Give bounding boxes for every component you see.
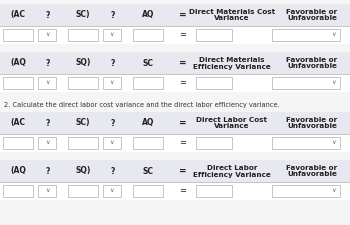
Text: (AC: (AC	[10, 11, 26, 20]
Text: ?: ?	[111, 58, 115, 68]
Text: Direct Materials
Efficiency Variance: Direct Materials Efficiency Variance	[193, 56, 271, 70]
Text: SQ): SQ)	[75, 58, 91, 68]
Text: ?: ?	[46, 58, 50, 68]
Text: ∨: ∨	[332, 81, 336, 86]
FancyBboxPatch shape	[196, 77, 232, 89]
FancyBboxPatch shape	[272, 185, 340, 197]
Text: Favorable or
Unfavorable: Favorable or Unfavorable	[286, 117, 337, 130]
FancyBboxPatch shape	[3, 185, 33, 197]
Text: ∨: ∨	[110, 189, 114, 194]
FancyBboxPatch shape	[196, 29, 232, 41]
Text: Direct Labor Cost
Variance: Direct Labor Cost Variance	[196, 117, 267, 130]
Text: ?: ?	[46, 11, 50, 20]
Text: =: =	[180, 79, 187, 88]
Text: ∨: ∨	[332, 32, 336, 38]
FancyBboxPatch shape	[0, 134, 350, 152]
FancyBboxPatch shape	[196, 185, 232, 197]
Text: ∨: ∨	[332, 140, 336, 146]
FancyBboxPatch shape	[38, 137, 56, 149]
FancyBboxPatch shape	[133, 185, 163, 197]
FancyBboxPatch shape	[133, 29, 163, 41]
FancyBboxPatch shape	[68, 185, 98, 197]
FancyBboxPatch shape	[0, 112, 350, 134]
Text: ∨: ∨	[45, 189, 49, 194]
Text: (AQ: (AQ	[10, 58, 26, 68]
FancyBboxPatch shape	[103, 77, 121, 89]
Text: ∨: ∨	[45, 140, 49, 146]
Text: ∨: ∨	[45, 81, 49, 86]
FancyBboxPatch shape	[38, 77, 56, 89]
FancyBboxPatch shape	[0, 4, 350, 26]
Text: (AC: (AC	[10, 119, 26, 128]
FancyBboxPatch shape	[196, 137, 232, 149]
Text: Favorable or
Unfavorable: Favorable or Unfavorable	[286, 164, 337, 178]
FancyBboxPatch shape	[38, 29, 56, 41]
Text: ∨: ∨	[110, 32, 114, 38]
Text: SC): SC)	[76, 11, 90, 20]
Text: ?: ?	[111, 119, 115, 128]
FancyBboxPatch shape	[0, 160, 350, 182]
FancyBboxPatch shape	[3, 77, 33, 89]
Text: ∨: ∨	[45, 32, 49, 38]
FancyBboxPatch shape	[272, 137, 340, 149]
Text: SQ): SQ)	[75, 166, 91, 176]
Text: Direct Labor
Efficiency Variance: Direct Labor Efficiency Variance	[193, 164, 271, 178]
Text: AQ: AQ	[142, 119, 154, 128]
Text: SC: SC	[142, 58, 154, 68]
Text: SC): SC)	[76, 119, 90, 128]
FancyBboxPatch shape	[68, 77, 98, 89]
FancyBboxPatch shape	[103, 185, 121, 197]
Text: =: =	[180, 187, 187, 196]
Text: 2. Calculate the direct labor cost variance and the direct labor efficiency vari: 2. Calculate the direct labor cost varia…	[4, 102, 280, 108]
Text: Favorable or
Unfavorable: Favorable or Unfavorable	[286, 56, 337, 70]
Text: =: =	[179, 11, 187, 20]
FancyBboxPatch shape	[0, 26, 350, 44]
FancyBboxPatch shape	[68, 29, 98, 41]
Text: =: =	[179, 58, 187, 68]
Text: ?: ?	[111, 166, 115, 176]
Text: Favorable or
Unfavorable: Favorable or Unfavorable	[286, 9, 337, 22]
Text: ∨: ∨	[332, 189, 336, 194]
Text: AQ: AQ	[142, 11, 154, 20]
Text: =: =	[179, 166, 187, 176]
FancyBboxPatch shape	[103, 29, 121, 41]
FancyBboxPatch shape	[272, 77, 340, 89]
FancyBboxPatch shape	[3, 137, 33, 149]
FancyBboxPatch shape	[272, 29, 340, 41]
FancyBboxPatch shape	[133, 137, 163, 149]
FancyBboxPatch shape	[38, 185, 56, 197]
Text: ?: ?	[46, 166, 50, 176]
Text: =: =	[180, 31, 187, 40]
FancyBboxPatch shape	[0, 182, 350, 200]
Text: ?: ?	[46, 119, 50, 128]
Text: =: =	[180, 139, 187, 148]
Text: SC: SC	[142, 166, 154, 176]
FancyBboxPatch shape	[133, 77, 163, 89]
FancyBboxPatch shape	[0, 52, 350, 74]
Text: Direct Materials Cost
Variance: Direct Materials Cost Variance	[189, 9, 275, 22]
FancyBboxPatch shape	[103, 137, 121, 149]
FancyBboxPatch shape	[3, 29, 33, 41]
Text: =: =	[179, 119, 187, 128]
Text: (AQ: (AQ	[10, 166, 26, 176]
Text: ?: ?	[111, 11, 115, 20]
Text: ∨: ∨	[110, 140, 114, 146]
FancyBboxPatch shape	[68, 137, 98, 149]
Text: ∨: ∨	[110, 81, 114, 86]
FancyBboxPatch shape	[0, 74, 350, 92]
